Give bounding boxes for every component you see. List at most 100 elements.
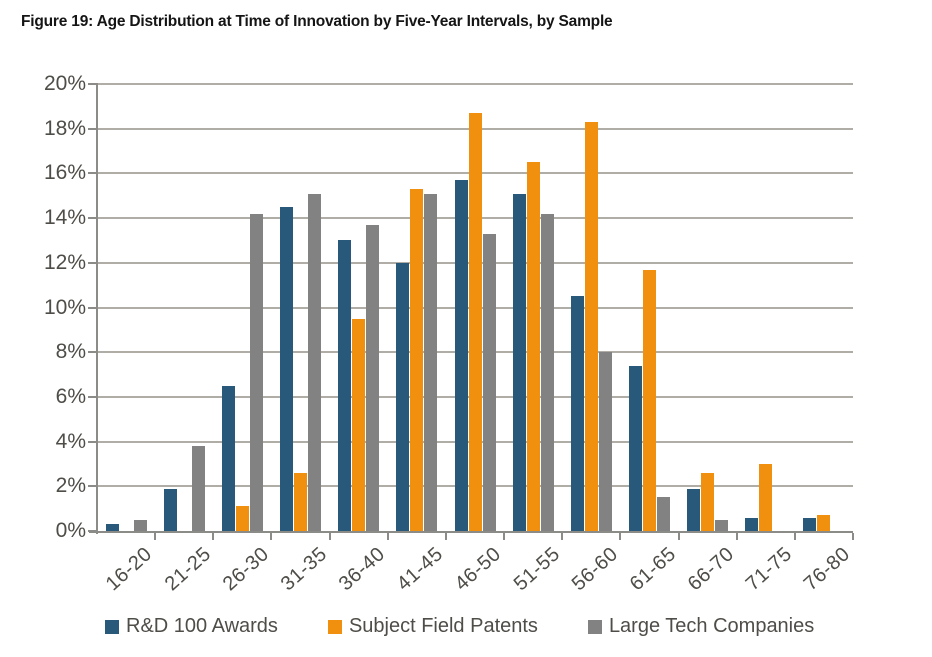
x-axis-tick	[619, 533, 622, 540]
bar	[598, 352, 612, 531]
x-axis-tick	[386, 533, 389, 540]
gridline	[97, 83, 853, 85]
x-axis-tick	[212, 533, 215, 540]
bar	[396, 262, 410, 531]
y-tick-label: 4%	[55, 429, 86, 453]
bar	[687, 488, 701, 531]
bar	[817, 515, 831, 531]
y-axis-tick	[88, 351, 97, 354]
y-tick-label: 16%	[43, 161, 86, 185]
bar-group	[97, 84, 155, 531]
y-tick-label: 14%	[43, 206, 86, 230]
x-axis-tick	[328, 533, 331, 540]
x-axis-tick	[852, 533, 854, 540]
x-tick-label: 31-35	[276, 543, 332, 596]
bar	[221, 385, 235, 531]
bar-group	[213, 84, 271, 531]
plot-area: 0% 2% 4% 6% 8% 10% 12% 14% 16% 18% 20% 16-20 21-25 2…	[44, 73, 855, 596]
y-axis-tick	[88, 395, 97, 398]
bar	[482, 233, 496, 531]
x-tick-label: 16-20	[102, 543, 157, 596]
x-axis-tick	[444, 533, 447, 540]
y-tick-label: 20%	[43, 72, 86, 95]
bar	[540, 213, 554, 531]
legend-swatch-icon	[587, 619, 602, 634]
bar	[759, 463, 773, 531]
bar	[468, 113, 482, 531]
x-tick-label: 51-55	[509, 543, 564, 596]
legend-label: R&D 100 Awards	[126, 615, 278, 637]
bar	[249, 213, 263, 531]
x-axis-tick	[793, 533, 796, 540]
figure-title: Figure 19: Age Distribution at Time of I…	[21, 13, 613, 30]
bar	[424, 193, 438, 531]
bar	[235, 506, 249, 531]
legend-swatch-icon	[327, 619, 342, 634]
x-axis-tick	[735, 533, 738, 540]
bar	[803, 517, 817, 531]
bar-group	[388, 84, 446, 531]
bar-group	[271, 84, 329, 531]
y-tick-label: 18%	[43, 116, 86, 140]
x-axis-tick	[270, 533, 273, 540]
x-tick-label: 56-60	[567, 543, 623, 596]
legend-item: Subject Field Patents	[327, 615, 538, 638]
y-axis-tick	[88, 440, 97, 443]
x-tick-label: 26-30	[218, 543, 274, 596]
y-axis-tick	[88, 217, 97, 220]
y-axis-tick	[88, 261, 97, 264]
x-tick-label: 36-40	[334, 543, 390, 596]
x-tick-label: 71-75	[741, 543, 797, 596]
x-axis-tick	[677, 533, 680, 540]
bar	[338, 240, 352, 531]
bar	[410, 189, 424, 531]
x-tick-label: 21-25	[160, 543, 215, 596]
bar	[642, 269, 656, 531]
y-tick-label: 10%	[43, 295, 86, 319]
bar-group	[330, 84, 388, 531]
legend-swatch-icon	[105, 619, 119, 634]
bar-group	[504, 84, 562, 531]
bar	[512, 193, 526, 531]
bar	[105, 524, 119, 531]
bar	[163, 488, 177, 531]
y-axis-tick	[88, 127, 97, 130]
bar	[715, 519, 729, 531]
bar	[454, 180, 468, 531]
bar	[745, 517, 759, 531]
y-tick-label: 6%	[55, 384, 86, 408]
legend-item: R&D 100 Awards	[105, 615, 278, 638]
bar	[701, 472, 715, 531]
y-axis-tick	[88, 83, 97, 85]
x-axis-tick	[561, 533, 564, 540]
legend-item: Large Tech Companies	[587, 615, 815, 638]
bar-group	[679, 84, 737, 531]
legend-label: Large Tech Companies	[608, 615, 815, 637]
y-tick-label: 8%	[55, 340, 86, 364]
x-tick-label: 66-70	[683, 543, 739, 596]
y-axis-tick	[88, 485, 97, 488]
legend-label: Subject Field Patents	[348, 615, 538, 637]
bar	[656, 497, 670, 531]
x-tick-label: 61-65	[625, 543, 681, 596]
y-axis-line	[96, 83, 98, 534]
bar-group	[562, 84, 620, 531]
x-axis-tick	[154, 533, 157, 540]
bar-group	[737, 84, 795, 531]
bar	[294, 472, 308, 531]
bar	[584, 122, 598, 531]
y-tick-label: 12%	[43, 250, 86, 274]
bar	[280, 206, 294, 531]
bar-group	[446, 84, 504, 531]
bar-group	[620, 84, 678, 531]
x-tick-label: 41-45	[392, 543, 448, 596]
x-axis-tick	[503, 533, 506, 540]
bar	[133, 519, 147, 531]
legend: R&D 100 Awards Subject Field Patents Large…	[105, 615, 814, 638]
x-tick-label: 76-80	[800, 543, 855, 596]
x-axis-line	[89, 531, 853, 533]
y-tick-label: 0%	[55, 519, 86, 542]
bar-group	[155, 84, 213, 531]
bar	[352, 318, 366, 531]
